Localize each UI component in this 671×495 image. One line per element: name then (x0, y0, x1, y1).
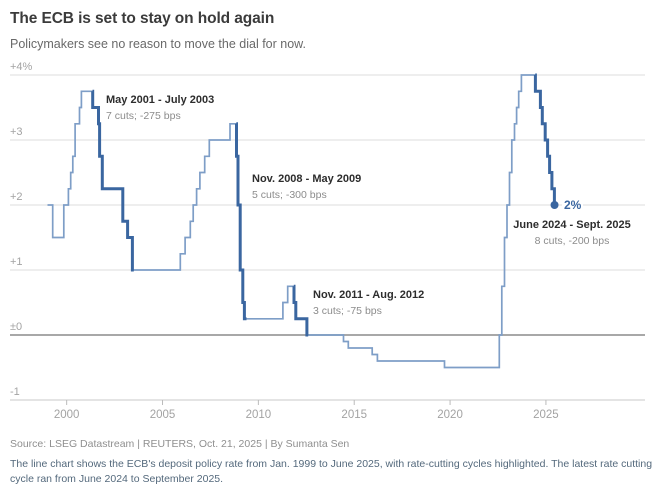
x-axis-label: 2005 (150, 409, 176, 421)
plot-area: +4% +3 +2 +1 ±0 -1 2000 2005 2010 2015 2020 2025 Ma… (0, 60, 671, 425)
annotation-cycle-2008: Nov. 2008 - May 2009 5 cuts; -300 bps (252, 172, 361, 202)
chart-subtitle: Policymakers see no reason to move the d… (10, 37, 306, 51)
end-point-dot (550, 201, 559, 209)
y-axis-label: +4% (10, 61, 33, 73)
x-axis-label: 2025 (533, 409, 559, 421)
annotation-title: May 2001 - July 2003 (106, 94, 215, 106)
chart-title: The ECB is set to stay on hold again (10, 10, 275, 27)
annotation-title: Nov. 2008 - May 2009 (252, 173, 362, 185)
y-axis-label: +3 (10, 126, 23, 138)
x-axis-label: 2010 (246, 409, 272, 421)
y-axis-label: +1 (10, 256, 23, 268)
x-axis-label: 2015 (341, 409, 367, 421)
annotation-title: June 2024 - Sept. 2025 (513, 219, 631, 231)
x-axis-label: 2020 (437, 409, 463, 421)
y-axis-label: ±0 (10, 321, 22, 333)
annotation-subtitle: 3 cuts; -75 bps (313, 305, 382, 317)
source-line: Source: LSEG Datastream | REUTERS, Oct. … (10, 438, 350, 450)
annotation-subtitle: 5 cuts; -300 bps (252, 189, 327, 201)
x-axis-label: 2000 (54, 409, 80, 421)
y-axis-label: +2 (10, 191, 23, 203)
footnote: The line chart shows the ECB's deposit p… (10, 458, 653, 485)
footer: Source: LSEG Datastream | REUTERS, Oct. … (10, 437, 662, 487)
y-axis-label: -1 (10, 386, 20, 398)
rate-cut-segment (533, 73, 556, 207)
rate-cut-segment (235, 122, 247, 321)
annotation-subtitle: 7 cuts; -275 bps (106, 110, 181, 122)
annotation-subtitle: 8 cuts, -200 bps (534, 235, 610, 247)
annotation-cycle-2001: May 2001 - July 2003 7 cuts; -275 bps (106, 93, 214, 123)
rate-line-chart: +4% +3 +2 +1 ±0 -1 2000 2005 2010 2015 2020 2025 (10, 61, 645, 421)
annotation-cycle-2011: Nov. 2011 - Aug. 2012 3 cuts; -75 bps (313, 288, 424, 318)
rate-cut-segment (292, 284, 309, 337)
rate-cut-segment (91, 89, 134, 272)
annotation-title: Nov. 2011 - Aug. 2012 (313, 289, 425, 301)
current-rate-label: 2% (562, 198, 584, 212)
annotation-cycle-2024: June 2024 - Sept. 2025 8 cuts, -200 bps (502, 218, 642, 248)
